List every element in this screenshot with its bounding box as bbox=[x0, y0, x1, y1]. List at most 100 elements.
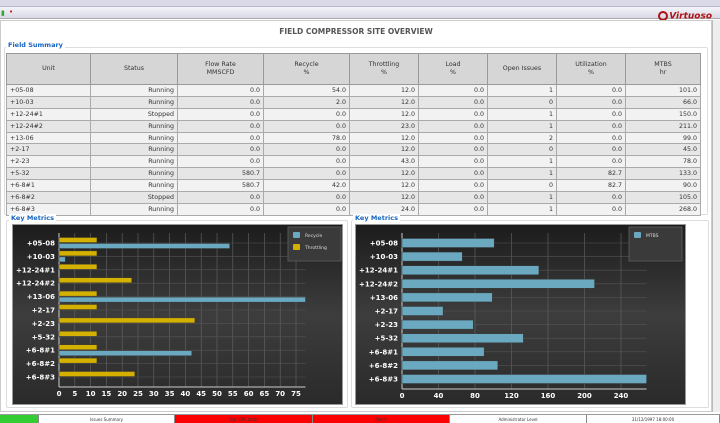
table-cell: +5-32 bbox=[6, 167, 91, 181]
key-metrics-group-left bbox=[6, 220, 348, 408]
table-row[interactable]: +12-24#1 Stopped 0.0 0.0 12.0 0.0 1 0.0 150.0 bbox=[6, 107, 701, 121]
bar-mtbs bbox=[401, 347, 485, 357]
legend-swatch bbox=[293, 232, 300, 238]
bar-throttling bbox=[58, 264, 98, 270]
bar-throttling bbox=[58, 237, 98, 243]
bar-recycle bbox=[58, 256, 66, 263]
legend-swatch bbox=[634, 232, 641, 238]
key-metrics-title-right: Key Metrics bbox=[353, 214, 400, 222]
table-cell: 0.0 bbox=[177, 202, 264, 216]
table-cell: 0.0 bbox=[177, 107, 264, 121]
table-cell: 0.0 bbox=[556, 202, 626, 216]
table-row[interactable]: +13-06 Running 0.0 78.0 12.0 0.0 2 0.0 99.0 bbox=[6, 131, 701, 145]
status-cell: Administrator Level bbox=[450, 415, 587, 423]
y-tick-label: +2-17 bbox=[32, 307, 56, 315]
table-row[interactable]: +10-03 Running 0.0 2.0 12.0 0.0 0 0.0 66.0 bbox=[6, 95, 701, 109]
table-cell: 0 bbox=[487, 95, 557, 109]
table-cell: 1 bbox=[487, 84, 557, 97]
column-header[interactable]: Status bbox=[90, 53, 178, 85]
table-cell: Running bbox=[90, 119, 178, 133]
column-header[interactable]: MTBS hr bbox=[625, 53, 701, 85]
x-tick-label: 5 bbox=[72, 390, 77, 398]
table-cell: +12-24#1 bbox=[6, 107, 91, 121]
table-cell: 0.0 bbox=[177, 155, 264, 169]
table-cell: 90.0 bbox=[625, 179, 701, 193]
y-tick-label: +2-23 bbox=[32, 320, 56, 328]
table-cell: 0.0 bbox=[556, 191, 626, 204]
table-cell: 0 bbox=[487, 179, 557, 193]
table-cell: 1 bbox=[487, 191, 557, 204]
table-cell: 99.0 bbox=[625, 131, 701, 145]
table-row[interactable]: +2-23 Running 0.0 0.0 43.0 0.0 1 0.0 78.0 bbox=[6, 155, 701, 169]
home-icon[interactable]: ▮ bbox=[1, 9, 5, 17]
table-cell: 0.0 bbox=[263, 202, 350, 216]
table-cell: 1 bbox=[487, 202, 557, 216]
column-header[interactable]: Unit bbox=[6, 53, 91, 85]
y-tick-label: +10-03 bbox=[370, 253, 398, 261]
table-cell: 78.0 bbox=[625, 155, 701, 169]
table-row[interactable]: +6-8#3 Running 0.0 0.0 24.0 0.0 1 0.0 268.0 bbox=[6, 202, 701, 216]
table-cell: 12.0 bbox=[349, 95, 419, 109]
bar-recycle bbox=[58, 243, 230, 249]
column-header[interactable]: Utilization% bbox=[556, 53, 626, 85]
add-icon[interactable]: • bbox=[9, 8, 14, 16]
bar-throttling bbox=[58, 317, 196, 324]
table-row[interactable]: +5-32 Running 580.7 0.0 12.0 0.0 1 82.7 133.0 bbox=[6, 167, 701, 181]
vertical-scrollbar[interactable] bbox=[712, 20, 720, 412]
x-tick-label: 50 bbox=[212, 390, 222, 398]
table-row[interactable]: +12-24#2 Running 0.0 0.0 23.0 0.0 1 0.0 211.0 bbox=[6, 119, 701, 133]
table-cell: Running bbox=[90, 84, 178, 97]
y-tick-label: +6-8#3 bbox=[369, 376, 398, 384]
x-tick-label: 80 bbox=[470, 392, 480, 400]
bar-throttling bbox=[58, 250, 98, 257]
header-label: Status bbox=[123, 65, 145, 72]
table-cell: Running bbox=[90, 131, 178, 145]
key-metrics-group-right bbox=[351, 220, 709, 408]
x-tick-label: 0 bbox=[400, 392, 405, 400]
column-header[interactable]: Throttling% bbox=[349, 53, 419, 85]
y-tick-label: +13-06 bbox=[370, 294, 398, 302]
table-cell: 0.0 bbox=[263, 191, 350, 204]
y-tick-label: +10-03 bbox=[27, 253, 55, 261]
y-tick-label: +05-08 bbox=[27, 240, 55, 248]
table-row[interactable]: +05-08 Running 0.0 54.0 12.0 0.0 1 0.0 101.0 bbox=[6, 84, 701, 97]
table-cell: 0.0 bbox=[556, 107, 626, 121]
table-cell: +6-8#1 bbox=[6, 179, 91, 193]
field-summary-table: Unit Status Flow Rate MMSCFD Recycle% Throttl… bbox=[6, 53, 701, 216]
status-cell: 31/12/1997 18:00:00 bbox=[587, 415, 720, 423]
table-row[interactable]: +2-17 Running 0.0 0.0 12.0 0.0 0 0.0 45.0 bbox=[6, 143, 701, 157]
table-cell: 66.0 bbox=[625, 95, 701, 109]
table-cell: Running bbox=[90, 143, 178, 157]
status-cell bbox=[0, 415, 39, 423]
window-titlebar bbox=[0, 0, 720, 7]
table-cell: 0.0 bbox=[556, 143, 626, 157]
bar-recycle bbox=[58, 296, 306, 303]
bar-mtbs bbox=[401, 238, 495, 248]
table-cell: 580.7 bbox=[177, 179, 264, 193]
column-header[interactable]: Load% bbox=[418, 53, 488, 85]
table-cell: 12.0 bbox=[349, 191, 419, 204]
bar-mtbs bbox=[401, 360, 499, 371]
x-tick-label: 240 bbox=[614, 392, 629, 400]
bar-mtbs bbox=[401, 265, 540, 275]
table-cell: +2-23 bbox=[6, 155, 91, 169]
column-header[interactable]: Flow Rate MMSCFD bbox=[177, 53, 264, 85]
key-metrics-title-left: Key Metrics bbox=[9, 214, 56, 222]
y-tick-label: +6-8#1 bbox=[369, 348, 398, 356]
table-cell: 0.0 bbox=[418, 191, 488, 204]
y-tick-label: +6-8#3 bbox=[26, 374, 55, 382]
table-cell: 82.7 bbox=[556, 167, 626, 181]
status-cell[interactable]: Issues Summary bbox=[39, 415, 175, 423]
column-header[interactable]: Recycle% bbox=[263, 53, 350, 85]
table-cell: 0.0 bbox=[177, 131, 264, 145]
x-tick-label: 120 bbox=[504, 392, 519, 400]
table-cell: +10-03 bbox=[6, 95, 91, 109]
mtbs-chart: 0 40 80 120 160 200 240 +05-08 +10-03 +12-24#1 +12… bbox=[355, 224, 686, 405]
header-unit: hr bbox=[659, 69, 667, 76]
table-row[interactable]: +6-8#1 Running 580.7 42.0 12.0 0.0 0 82.7 90.0 bbox=[6, 179, 701, 193]
legend-swatch bbox=[293, 244, 300, 250]
y-tick-label: +6-8#1 bbox=[26, 347, 55, 355]
column-header[interactable]: Open Issues bbox=[487, 53, 557, 85]
table-cell: 12.0 bbox=[349, 143, 419, 157]
table-row[interactable]: +6-8#2 Stopped 0.0 0.0 12.0 0.0 1 0.0 105.0 bbox=[6, 191, 701, 204]
